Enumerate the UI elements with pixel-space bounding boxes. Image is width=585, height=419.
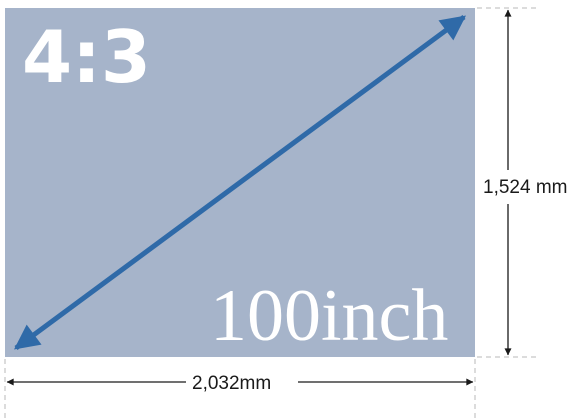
height-dimension-label: 1,524 mm	[483, 177, 567, 198]
width-dimension-label: 2,032mm	[192, 373, 271, 394]
diagonal-arrow	[13, 14, 467, 351]
aspect-ratio-label: 4:3	[22, 15, 151, 99]
diagonal-size-label: 100inch	[210, 275, 448, 357]
